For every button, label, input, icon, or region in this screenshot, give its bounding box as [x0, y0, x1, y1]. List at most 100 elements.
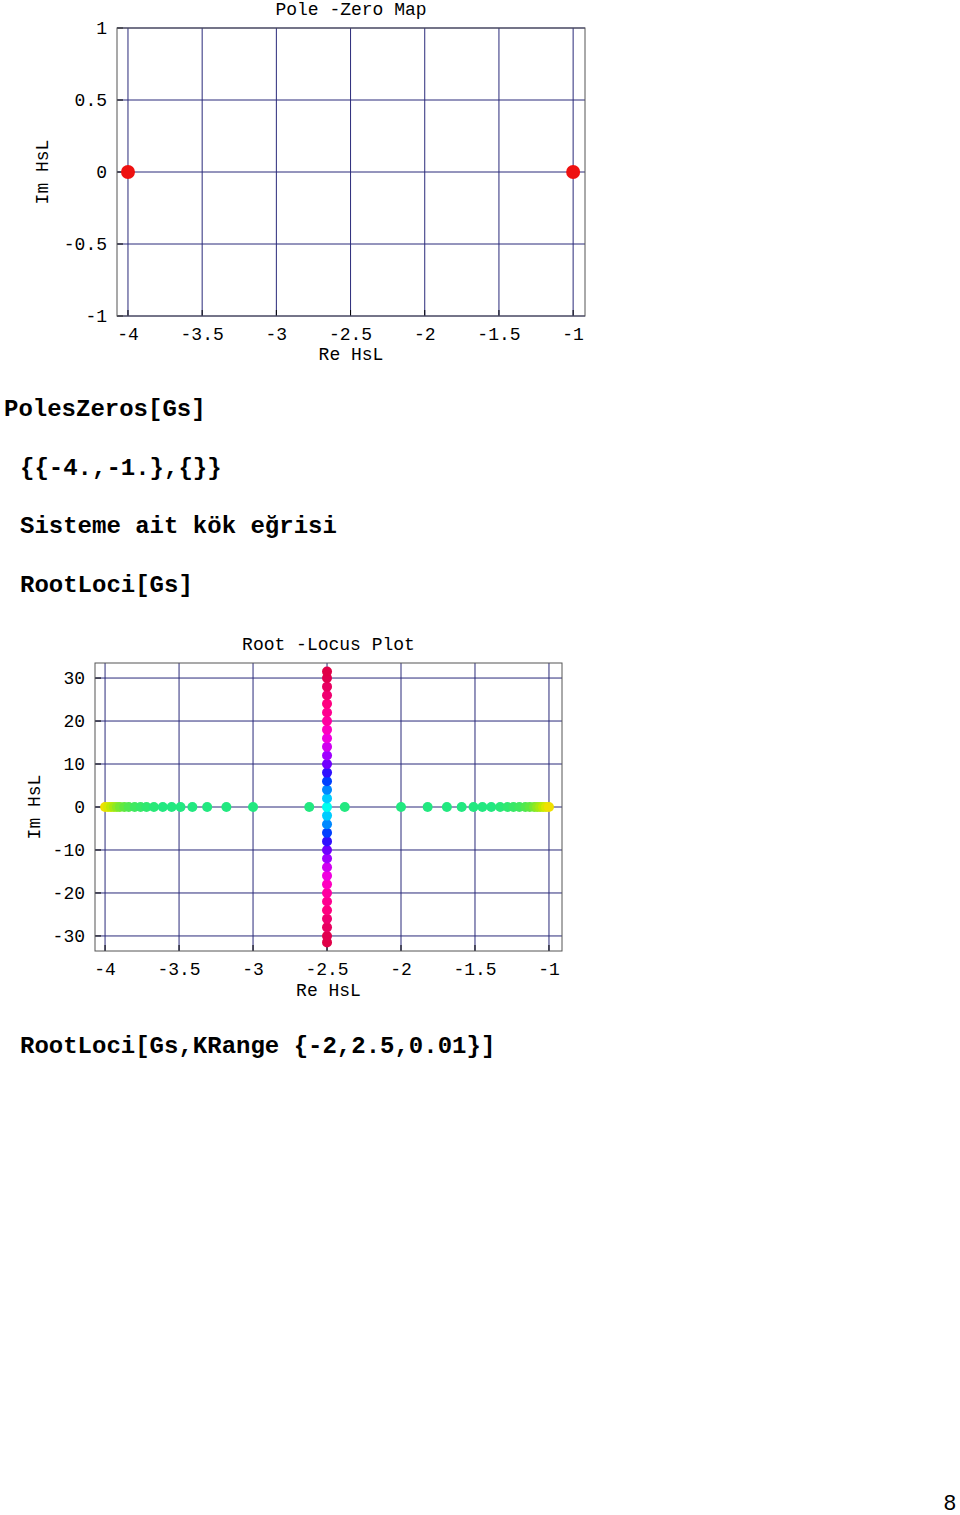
tick-label: -1.5 [453, 960, 496, 980]
point [202, 802, 212, 812]
tick-label: -2.5 [329, 325, 372, 345]
tick-mark [424, 310, 425, 316]
tick-label: 20 [63, 712, 85, 732]
tick-mark [401, 945, 402, 951]
point [248, 802, 258, 812]
point [322, 854, 332, 864]
point [149, 802, 159, 812]
tick-label: 0 [74, 798, 85, 818]
chart-title: Root -Locus Plot [242, 635, 415, 655]
tick-label: 0 [96, 163, 107, 183]
tick-mark [498, 310, 499, 316]
grid-line [117, 244, 585, 245]
point [322, 871, 332, 881]
y-axis-label: Im HsL [25, 775, 45, 840]
point [322, 759, 332, 769]
point [322, 682, 332, 692]
point [322, 811, 332, 821]
grid-line [117, 100, 585, 101]
tick-mark [548, 945, 549, 951]
point [322, 667, 332, 677]
tick-label: 1 [96, 19, 107, 39]
code-input: PolesZeros[Gs] [4, 396, 206, 423]
tick-mark [127, 310, 128, 316]
x-axis-label: Re HsL [319, 345, 384, 365]
point [322, 862, 332, 872]
tick-label: -1 [538, 960, 560, 980]
tick-label: -3 [266, 325, 288, 345]
point [322, 931, 332, 941]
point [322, 897, 332, 907]
tick-mark [117, 100, 123, 101]
tick-label: -1 [85, 307, 107, 327]
point [221, 802, 231, 812]
chart: -4-3.5-3-2.5-2-1.5-1-30-20-100102030Root… [25, 635, 562, 1001]
tick-label: -3.5 [157, 960, 200, 980]
point [486, 802, 496, 812]
tick-label: -20 [53, 884, 85, 904]
tick-label: -1 [562, 325, 584, 345]
tick-label: -10 [53, 841, 85, 861]
tick-mark [95, 678, 101, 679]
tick-mark [202, 310, 203, 316]
tick-label: -3 [242, 960, 264, 980]
tick-label: 30 [63, 669, 85, 689]
tick-label: -2.5 [305, 960, 348, 980]
plot-frame [117, 28, 585, 316]
point [322, 690, 332, 700]
point [322, 707, 332, 717]
x-axis-label: Re HsL [296, 981, 361, 1001]
point [322, 742, 332, 752]
tick-label: 0.5 [75, 91, 107, 111]
point [322, 879, 332, 889]
points [121, 165, 580, 179]
point [322, 828, 332, 838]
point [322, 914, 332, 924]
tick-label: 10 [63, 755, 85, 775]
point [322, 888, 332, 898]
tick-mark [95, 721, 101, 722]
point [469, 802, 479, 812]
point [304, 802, 314, 812]
code-input: RootLoci[Gs] [20, 572, 193, 599]
tick-label: -0.5 [64, 235, 107, 255]
code-output: {{-4.,-1.},{}} [20, 455, 222, 482]
tick-mark [474, 945, 475, 951]
point [477, 802, 487, 812]
point [322, 776, 332, 786]
point [167, 802, 177, 812]
point [322, 785, 332, 795]
point [322, 802, 332, 812]
tick-mark [105, 945, 106, 951]
tick-label: -2 [414, 325, 436, 345]
plot-frame [95, 663, 562, 951]
code-input: RootLoci[Gs,KRange {-2,2.5,0.01}] [20, 1033, 495, 1060]
tick-mark [95, 935, 101, 936]
point [566, 165, 580, 179]
tick-mark [95, 849, 101, 850]
point [322, 819, 332, 829]
tick-label: -3.5 [181, 325, 224, 345]
y-axis-label: Im HsL [33, 140, 53, 205]
tick-label: -2 [390, 960, 412, 980]
point [187, 802, 197, 812]
tick-mark [253, 945, 254, 951]
tick-mark [350, 310, 351, 316]
tick-mark [276, 310, 277, 316]
point [322, 699, 332, 709]
point [322, 793, 332, 803]
point [322, 768, 332, 778]
tick-mark [117, 244, 123, 245]
tick-label: -4 [94, 960, 116, 980]
point [158, 802, 168, 812]
point [322, 836, 332, 846]
page-number: 8 [944, 1490, 956, 1515]
tick-label: -4 [117, 325, 139, 345]
point [322, 750, 332, 760]
tick-mark [95, 764, 101, 765]
point [176, 802, 186, 812]
point [322, 733, 332, 743]
point [457, 802, 467, 812]
chart-title: Pole -Zero Map [275, 0, 426, 20]
grid-line [117, 172, 585, 173]
